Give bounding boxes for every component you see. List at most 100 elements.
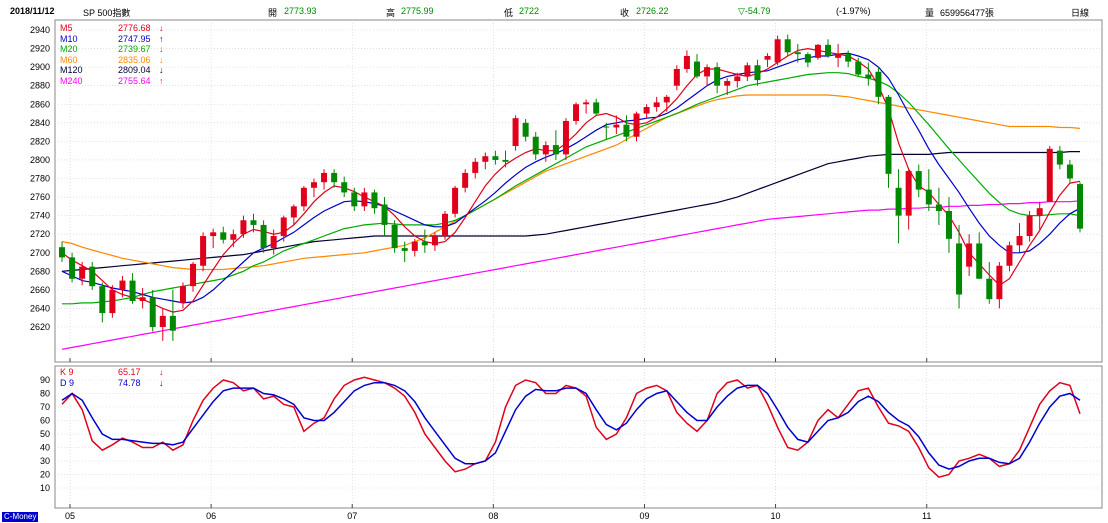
candle-body — [109, 289, 116, 314]
legend-value: 2835.06 — [118, 54, 151, 65]
candle-body — [734, 76, 741, 82]
price-tick-label: 2740 — [30, 211, 50, 221]
candle-body — [321, 172, 328, 183]
ma120-line — [61, 151, 1080, 272]
candle-body — [724, 81, 731, 86]
price-tick-label: 2820 — [30, 136, 50, 146]
price-tick-label: 2760 — [30, 192, 50, 202]
price-tick-label: 2800 — [30, 155, 50, 165]
low-label: 低 — [504, 8, 514, 18]
kd-tick-label: 70 — [40, 402, 50, 412]
candle-body — [482, 156, 489, 162]
candle-body — [1066, 164, 1073, 179]
high-value: 2775.99 — [401, 6, 434, 16]
candle-body — [59, 247, 65, 258]
candle-body — [643, 107, 650, 114]
month-label: 10 — [771, 511, 781, 521]
candle-body — [1046, 148, 1053, 202]
candle-body — [270, 236, 277, 249]
candle-body — [452, 187, 459, 214]
candle-body — [683, 55, 690, 69]
candle-body — [714, 67, 721, 86]
change-percent: (-1.97%) — [836, 6, 871, 16]
brand-logo: C-Money — [2, 512, 39, 522]
candle-body — [401, 248, 408, 251]
price-tick-label: 2680 — [30, 266, 50, 276]
candle-body — [845, 54, 852, 62]
month-label: 08 — [488, 511, 498, 521]
trend-arrow-icon: ↓ — [159, 377, 164, 388]
candle-body — [966, 243, 973, 267]
trend-arrow-icon: ↑ — [159, 75, 164, 86]
candle-body — [99, 286, 106, 314]
candle-body — [915, 171, 922, 190]
candle-body — [875, 71, 882, 97]
legend-value: 2747.95 — [118, 33, 151, 44]
legend-name: M120 — [60, 65, 83, 75]
candle-body — [361, 192, 368, 207]
candle-body — [462, 172, 469, 188]
low-value: 2722 — [519, 6, 540, 16]
candle-body — [956, 243, 963, 295]
candle-body — [865, 74, 872, 79]
kd-tick-label: 50 — [40, 429, 50, 439]
candle-body — [79, 266, 86, 279]
d9-line — [61, 381, 1081, 470]
candle-body — [421, 241, 428, 246]
price-tick-label: 2840 — [30, 118, 50, 128]
candle-body — [744, 65, 751, 77]
candle-body — [673, 68, 680, 86]
candle-body — [522, 122, 529, 137]
legend-row: M20 2739.67 ↓ — [60, 44, 164, 54]
price-tick-label: 2640 — [30, 303, 50, 313]
kd-tick-label: 10 — [40, 483, 50, 493]
candle-body — [996, 265, 1003, 300]
candle-body — [542, 145, 549, 155]
trend-arrow-icon: ↓ — [159, 23, 164, 33]
candle-body — [442, 213, 449, 237]
price-tick-label: 2780 — [30, 174, 50, 184]
candle-body — [976, 243, 983, 279]
candle-body — [623, 124, 630, 137]
open-value: 2773.93 — [284, 6, 317, 16]
kd-tick-label: 20 — [40, 470, 50, 480]
candle-body — [210, 232, 217, 237]
legend-value: 2809.04 — [118, 65, 151, 75]
month-label: 09 — [640, 511, 650, 521]
candle-body — [371, 192, 378, 209]
candle-body — [562, 120, 569, 155]
legend-row: M240 2755.64 ↑ — [60, 76, 164, 86]
candle-body — [855, 61, 862, 75]
candle-body — [1016, 236, 1023, 246]
candle-body — [653, 102, 660, 108]
candle-body — [69, 257, 76, 279]
candle-body — [159, 315, 166, 327]
candle-body — [431, 236, 438, 246]
candle-body — [1077, 184, 1083, 229]
month-label: 06 — [206, 511, 216, 521]
candle-body — [935, 204, 942, 211]
price-tick-label: 2940 — [30, 25, 50, 35]
open-label: 開 — [268, 8, 278, 18]
candle-body — [280, 217, 287, 237]
candle-body — [230, 234, 237, 240]
candle-body — [341, 182, 348, 193]
kd-tick-label: 90 — [40, 375, 50, 385]
ma10-line — [61, 52, 1081, 304]
candle-body — [794, 52, 801, 55]
candle-body — [250, 220, 257, 225]
candle-body — [835, 54, 842, 58]
candle-body — [129, 280, 136, 302]
candle-body — [502, 159, 509, 162]
trend-arrow-icon: ↓ — [159, 367, 164, 377]
candle-body — [260, 224, 267, 249]
candle-body — [804, 54, 811, 63]
candle-body — [613, 124, 620, 128]
candle-body — [593, 102, 600, 114]
trend-arrow-icon: ↓ — [159, 65, 164, 75]
price-tick-label: 2620 — [30, 322, 50, 332]
candle-body — [552, 145, 559, 155]
candle-body — [663, 96, 670, 103]
candle-body — [512, 118, 519, 147]
